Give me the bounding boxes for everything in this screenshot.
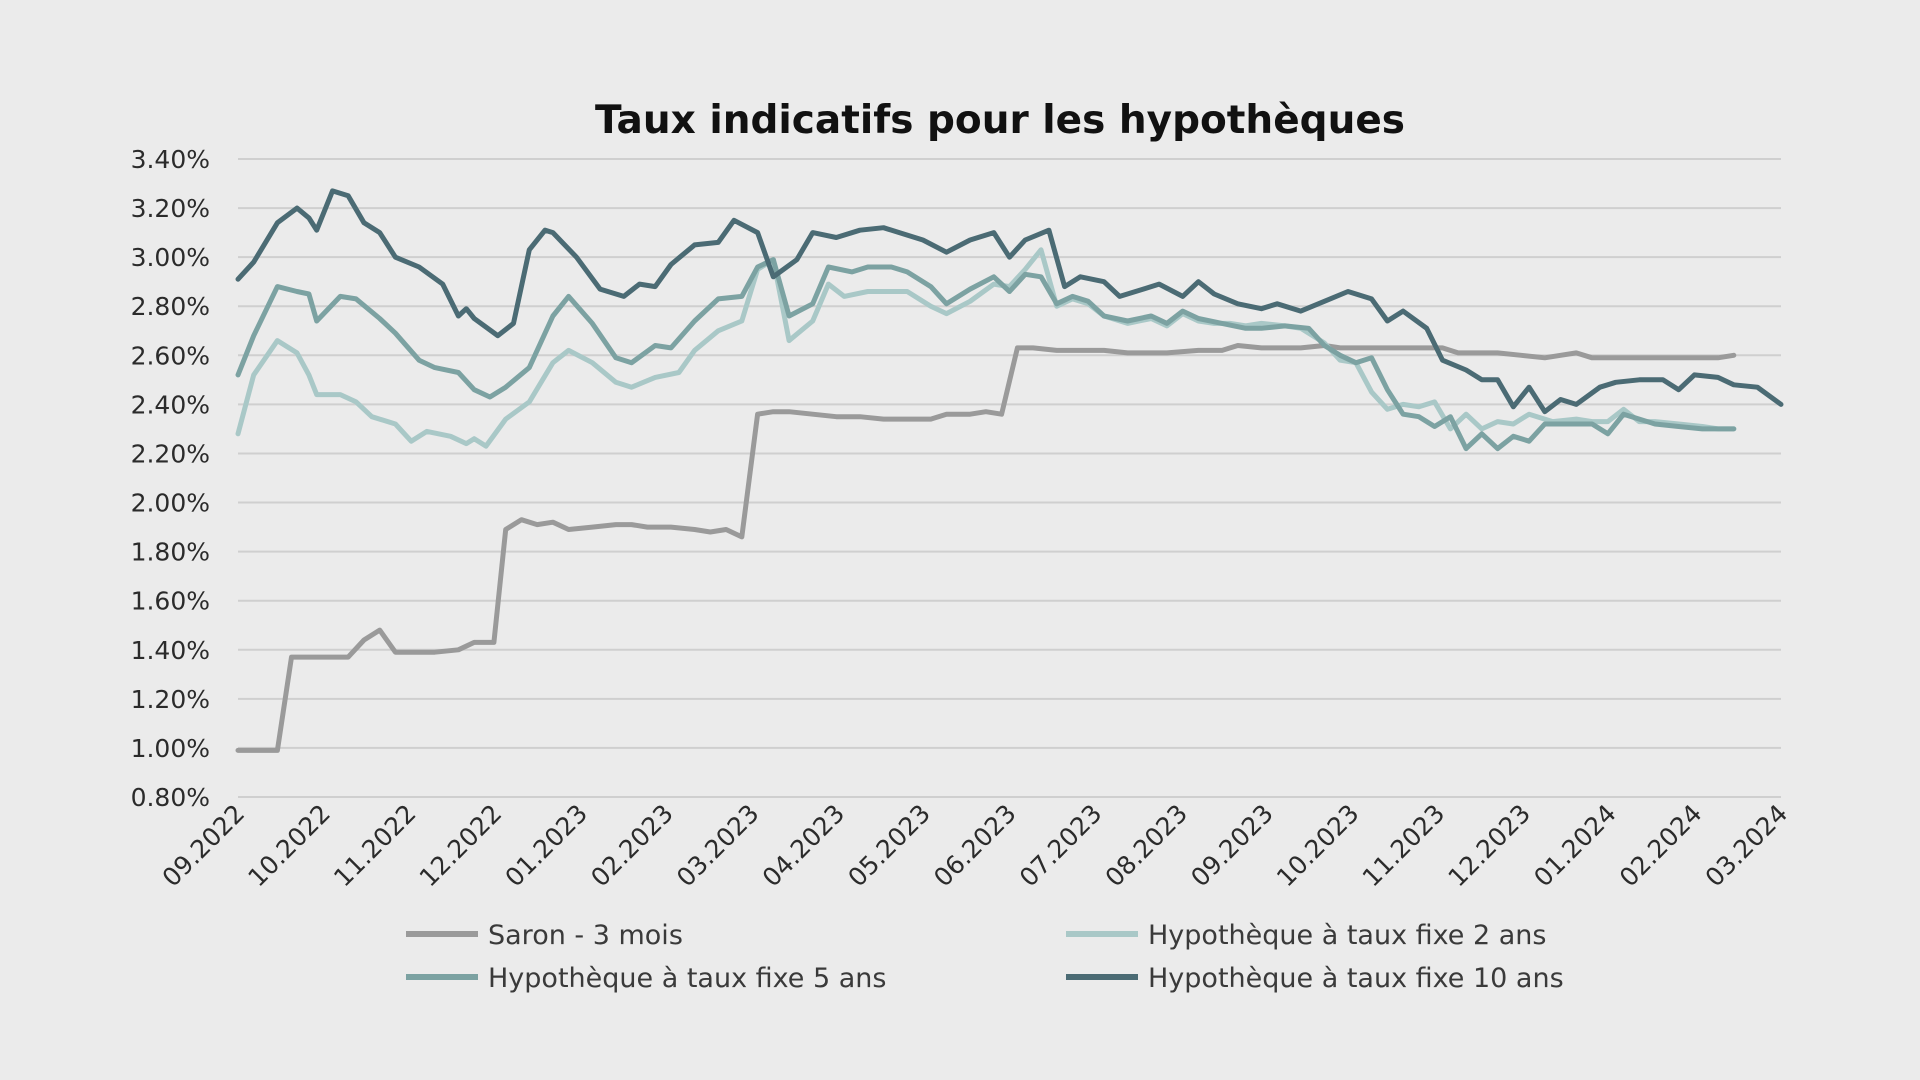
legend: Saron - 3 mois Hypothèque à taux fixe 2 a… xyxy=(406,920,1564,994)
chart-title: Taux indicatifs pour les hypothèques xyxy=(595,98,1405,143)
y-tick-label: 2.20% xyxy=(131,439,210,468)
y-tick-label: 2.80% xyxy=(131,292,210,321)
series-line-1 xyxy=(235,343,1737,753)
x-tick-label: 03.2023 xyxy=(671,799,765,893)
x-tick-label: 04.2023 xyxy=(757,799,851,893)
y-tick-label: 1.60% xyxy=(131,587,210,616)
x-tick-label: 01.2023 xyxy=(500,799,594,893)
x-tick-label: 05.2023 xyxy=(842,799,936,893)
x-tick-label: 02.2024 xyxy=(1614,799,1708,893)
series-line-2 xyxy=(235,247,1737,449)
y-tick-label: 1.00% xyxy=(131,734,210,763)
y-tick-label: 2.40% xyxy=(131,390,210,419)
gridlines xyxy=(238,158,1781,798)
x-tick-label: 11.2023 xyxy=(1357,799,1451,893)
series-line-3 xyxy=(235,257,1737,452)
x-tick-label: 12.2023 xyxy=(1442,799,1536,893)
x-tick-label: 09.2022 xyxy=(157,799,251,893)
y-tick-label: 0.80% xyxy=(131,783,210,812)
x-tick-label: 09.2023 xyxy=(1185,799,1279,893)
legend-label: Hypothèque à taux fixe 5 ans xyxy=(488,963,886,994)
x-tick-label: 02.2023 xyxy=(585,799,679,893)
x-tick-label: 10.2023 xyxy=(1271,799,1365,893)
y-tick-label: 2.00% xyxy=(131,489,210,518)
legend-label: Saron - 3 mois xyxy=(488,920,683,951)
x-tick-label: 07.2023 xyxy=(1014,799,1108,893)
y-tick-label: 3.40% xyxy=(131,145,210,174)
y-tick-label: 3.00% xyxy=(131,243,210,272)
x-tick-label: 03.2024 xyxy=(1700,799,1794,893)
y-tick-label: 3.20% xyxy=(131,194,210,223)
x-axis: 09.202210.202211.202212.202201.202302.20… xyxy=(157,799,1794,893)
x-tick-label: 12.2022 xyxy=(414,799,508,893)
x-tick-label: 10.2022 xyxy=(242,799,336,893)
x-tick-label: 06.2023 xyxy=(928,799,1022,893)
legend-label: Hypothèque à taux fixe 2 ans xyxy=(1148,920,1546,951)
x-tick-label: 08.2023 xyxy=(1100,799,1194,893)
y-axis: 3.40% 3.20% 3.00% 2.80% 2.60% 2.40% 2.20% 2.00%… xyxy=(131,145,210,812)
legend-label: Hypothèque à taux fixe 10 ans xyxy=(1148,963,1564,994)
y-tick-label: 1.80% xyxy=(131,538,210,567)
series-line-4 xyxy=(235,188,1784,415)
y-tick-label: 1.20% xyxy=(131,685,210,714)
x-tick-label: 01.2024 xyxy=(1528,799,1622,893)
y-tick-label: 1.40% xyxy=(131,636,210,665)
series-lines xyxy=(235,188,1784,753)
x-tick-label: 11.2022 xyxy=(328,799,422,893)
y-tick-label: 2.60% xyxy=(131,341,210,370)
